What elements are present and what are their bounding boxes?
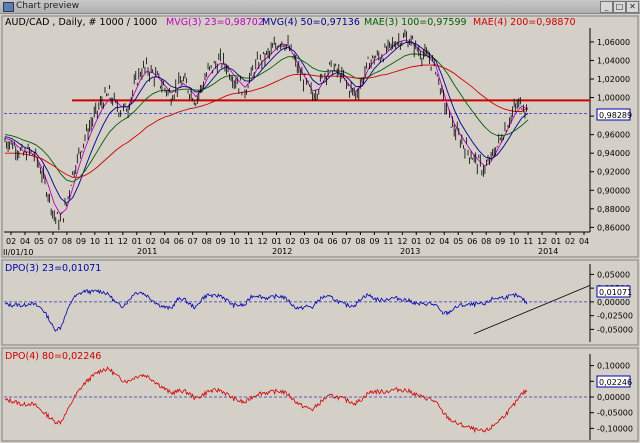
x-tick-label: 08 xyxy=(481,237,491,246)
y-tick-label: 0,90000 xyxy=(597,186,630,195)
close-button[interactable]: ✕ xyxy=(626,1,639,13)
dpo3-y-tick-label: -0,02500 xyxy=(597,312,633,321)
y-tick-label: 1,06000 xyxy=(597,38,630,47)
x-tick-label: 04 xyxy=(313,237,323,246)
x-tick-label: 12 xyxy=(118,237,128,246)
x-tick-label: 02 xyxy=(286,237,296,246)
x-year-label: 2012 xyxy=(272,247,292,256)
x-tick-label: 04 xyxy=(439,237,449,246)
dpo3-y-tick-label: -0,05000 xyxy=(597,325,633,334)
x-tick-label: 01 xyxy=(132,237,142,246)
dpo3-last-box xyxy=(596,285,631,298)
dpo4-y-tick-label: 0,00000 xyxy=(597,393,630,402)
y-tick-label: 1,00000 xyxy=(597,94,630,103)
x-tick-label: 04 xyxy=(20,237,30,246)
x-year-label: 2011 xyxy=(137,247,157,256)
minimize-button[interactable]: _ xyxy=(600,1,613,13)
maximize-button[interactable]: □ xyxy=(613,1,626,13)
symbol-label: AUD/CAD , Daily, # 1000 / 1000 xyxy=(5,17,157,28)
dpo4-last-value: 0,02246 xyxy=(599,378,632,387)
y-tick-label: 0,86000 xyxy=(597,223,630,232)
x-tick-label: 12 xyxy=(397,237,407,246)
legend-mae4: MAE(4) 200=0,98870 xyxy=(473,17,576,28)
x-year-label: 2014 xyxy=(538,247,558,256)
dpo3-last-value: 0,01071 xyxy=(599,288,632,297)
main-panel xyxy=(1,15,639,258)
x-tick-label: 03 xyxy=(299,237,309,246)
series-mvg4-line xyxy=(4,41,529,204)
y-tick-label: 0,92000 xyxy=(597,168,630,177)
x-tick-label: 07 xyxy=(188,237,198,246)
window-title: Chart preview xyxy=(16,1,80,11)
dpo3-series-line xyxy=(4,288,528,332)
x-tick-label: 11 xyxy=(523,237,533,246)
last-value: 0,98289 xyxy=(599,111,632,120)
x-tick-label: 10 xyxy=(230,237,240,246)
dpo4-panel xyxy=(1,347,639,442)
x-tick-label: 02 xyxy=(565,237,575,246)
chart-canvas: 1,060001,040001,020001,000000,980000,960… xyxy=(1,15,639,442)
x-tick-label: 08 xyxy=(202,237,212,246)
series-mvg3-line xyxy=(4,39,529,216)
y-tick-label: 0,88000 xyxy=(597,205,630,214)
x-tick-label: 06 xyxy=(467,237,477,246)
x-tick-label: 09 xyxy=(76,237,86,246)
x-tick-label: 07 xyxy=(341,237,351,246)
x-tick-label: 01 xyxy=(272,237,282,246)
series-mae3-line xyxy=(4,53,529,183)
dpo4-y-tick-label: -0,05000 xyxy=(597,409,633,418)
x-tick-label: 11 xyxy=(244,237,254,246)
x-tick-label: 06 xyxy=(327,237,337,246)
x-tick-label: 09 xyxy=(216,237,226,246)
x-tick-label: 02 xyxy=(6,237,16,246)
y-tick-label: 0,94000 xyxy=(597,149,630,158)
series-mae4-line xyxy=(5,64,529,178)
x-tick-label: 07 xyxy=(48,237,58,246)
chart-app-icon xyxy=(3,2,14,12)
x-tick-label: 11 xyxy=(383,237,393,246)
x-tick-label: 04 xyxy=(160,237,170,246)
x-tick-label: 02 xyxy=(425,237,435,246)
x-tick-label: 12 xyxy=(258,237,268,246)
last-value-box xyxy=(596,108,631,121)
dpo4-label: DPO(4) 80=0,02246 xyxy=(5,351,101,362)
x-year-label: 2013 xyxy=(400,247,420,256)
x-tick-label: 10 xyxy=(509,237,519,246)
dpo3-y-tick-label: 0,05000 xyxy=(597,270,630,279)
x-tick-label: 01 xyxy=(551,237,561,246)
dpo4-y-tick-label: -0,10000 xyxy=(597,424,633,433)
dpo3-trendline xyxy=(473,285,591,335)
x-tick-label: 06 xyxy=(174,237,184,246)
x-tick-label: 01 xyxy=(411,237,421,246)
legend-mvg3: MVG(3) 23=0,98702 xyxy=(166,17,264,28)
x-tick-label: 04 xyxy=(579,237,589,246)
dpo3-y-tick-label: 0,00000 xyxy=(597,298,630,307)
x-tick-label: 08 xyxy=(62,237,72,246)
dpo4-y-tick-label: 0,10000 xyxy=(597,362,630,371)
legend-mvg4: MVG(4) 50=0,97136 xyxy=(262,17,360,28)
dpo4-series-line xyxy=(4,366,528,434)
x-tick-label: 08 xyxy=(355,237,365,246)
dpo3-panel xyxy=(1,259,639,346)
x-tick-label: 10 xyxy=(90,237,100,246)
x-tick-label: 12 xyxy=(537,237,547,246)
x-tick-label: 11 xyxy=(104,237,114,246)
main-plot: 1,060001,040001,020001,000000,980000,960… xyxy=(4,28,630,256)
y-tick-label: 1,04000 xyxy=(597,56,630,65)
legend-mae3: MAE(3) 100=0,97599 xyxy=(364,17,467,28)
y-tick-label: 0,96000 xyxy=(597,131,630,140)
x-tick-label: 02 xyxy=(146,237,156,246)
x-tick-label: 05 xyxy=(34,237,44,246)
date-label: II/01/10 xyxy=(3,248,33,257)
x-tick-label: 09 xyxy=(495,237,505,246)
x-tick-label: 09 xyxy=(369,237,379,246)
window-titlebar: Chart preview _ □ ✕ xyxy=(0,0,640,14)
x-tick-label: 05 xyxy=(453,237,463,246)
dpo3-label: DPO(3) 23=0,01071 xyxy=(5,263,101,274)
y-tick-label: 1,02000 xyxy=(597,75,630,84)
dpo4-last-box xyxy=(596,375,631,388)
